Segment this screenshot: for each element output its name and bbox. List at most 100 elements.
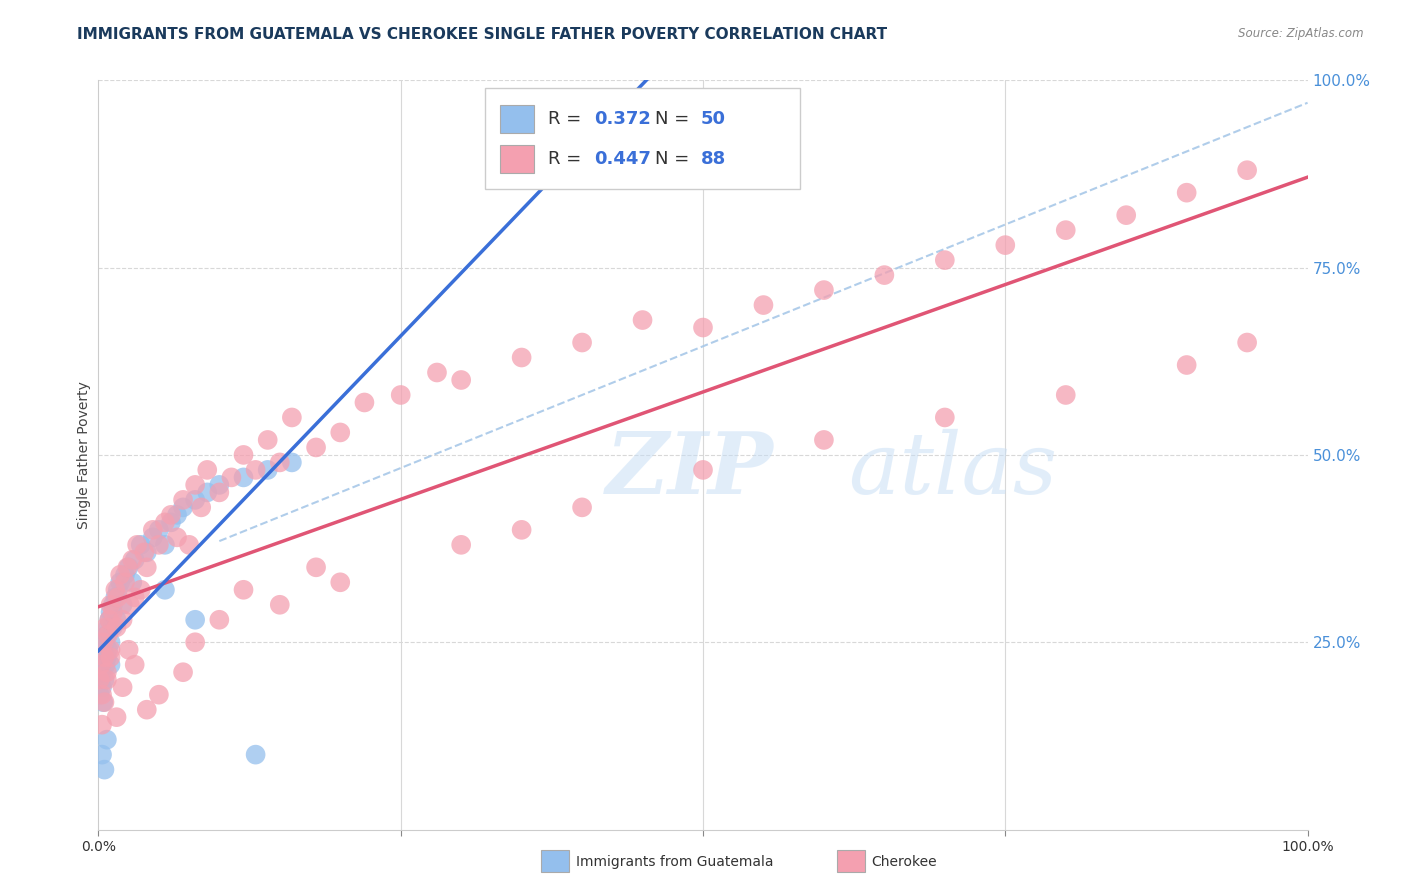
Point [160, 516, 183, 530]
Point [117, 560, 139, 574]
FancyBboxPatch shape [501, 145, 534, 173]
Point [100, 598, 122, 612]
Point [153, 582, 176, 597]
Point [1236, 335, 1258, 350]
Point [91, 635, 114, 649]
Point [89, 688, 111, 702]
Point [108, 567, 131, 582]
Point [96, 673, 118, 687]
Point [153, 538, 176, 552]
Point [148, 538, 170, 552]
Point [114, 575, 136, 590]
Text: R =: R = [548, 150, 588, 168]
Point [97, 620, 120, 634]
Point [232, 448, 254, 462]
Point [90, 673, 112, 687]
Point [135, 560, 157, 574]
Point [98, 613, 121, 627]
Point [107, 582, 129, 597]
Point [245, 463, 267, 477]
Point [101, 620, 124, 634]
Point [124, 657, 146, 672]
Point [91, 665, 114, 680]
Point [91, 688, 114, 702]
Point [221, 470, 243, 484]
Text: atlas: atlas [848, 428, 1057, 511]
Point [232, 582, 254, 597]
Point [873, 268, 896, 282]
Point [98, 613, 121, 627]
Point [97, 642, 120, 657]
Point [245, 747, 267, 762]
Point [94, 620, 117, 634]
Text: R =: R = [548, 111, 588, 128]
Point [305, 441, 328, 455]
Point [184, 613, 207, 627]
Text: 88: 88 [700, 150, 725, 168]
Point [135, 703, 157, 717]
Point [121, 553, 143, 567]
Point [90, 657, 112, 672]
Point [692, 320, 714, 334]
Point [108, 575, 131, 590]
Point [121, 575, 143, 590]
Point [329, 575, 352, 590]
Point [91, 695, 114, 709]
Point [96, 665, 118, 680]
Point [510, 523, 533, 537]
Point [96, 732, 118, 747]
Point [100, 657, 122, 672]
Point [129, 538, 152, 552]
Point [450, 538, 472, 552]
Point [100, 650, 122, 665]
Point [571, 335, 593, 350]
Point [111, 598, 134, 612]
Point [208, 485, 231, 500]
Point [1175, 358, 1198, 372]
Point [94, 657, 117, 672]
Point [195, 485, 218, 500]
Point [166, 530, 188, 544]
Point [107, 591, 129, 605]
Point [100, 642, 122, 657]
Point [208, 478, 231, 492]
Point [148, 523, 170, 537]
Point [104, 591, 127, 605]
Point [184, 478, 207, 492]
Point [934, 410, 956, 425]
Point [105, 620, 128, 634]
Point [426, 366, 449, 380]
Point [114, 567, 136, 582]
Text: Immigrants from Guatemala: Immigrants from Guatemala [576, 855, 773, 869]
FancyBboxPatch shape [485, 87, 800, 189]
Point [153, 516, 176, 530]
Point [127, 538, 149, 552]
Point [179, 538, 201, 552]
Point [208, 613, 231, 627]
Point [142, 530, 165, 544]
Text: Cherokee: Cherokee [872, 855, 938, 869]
Point [281, 410, 304, 425]
Point [256, 433, 278, 447]
Point [172, 500, 194, 515]
Point [353, 395, 375, 409]
Point [994, 238, 1017, 252]
Text: 0.447: 0.447 [595, 150, 651, 168]
Point [91, 680, 114, 694]
Point [105, 613, 128, 627]
Text: Source: ZipAtlas.com: Source: ZipAtlas.com [1239, 27, 1364, 40]
Point [111, 613, 134, 627]
Point [101, 598, 124, 612]
Point [93, 763, 115, 777]
Point [101, 605, 124, 619]
Text: N =: N = [655, 150, 695, 168]
Point [1175, 186, 1198, 200]
Point [124, 591, 146, 605]
Point [118, 642, 141, 657]
Point [104, 582, 127, 597]
Point [269, 455, 291, 469]
Point [1115, 208, 1137, 222]
Point [96, 628, 118, 642]
Point [1054, 388, 1077, 402]
Point [172, 665, 194, 680]
